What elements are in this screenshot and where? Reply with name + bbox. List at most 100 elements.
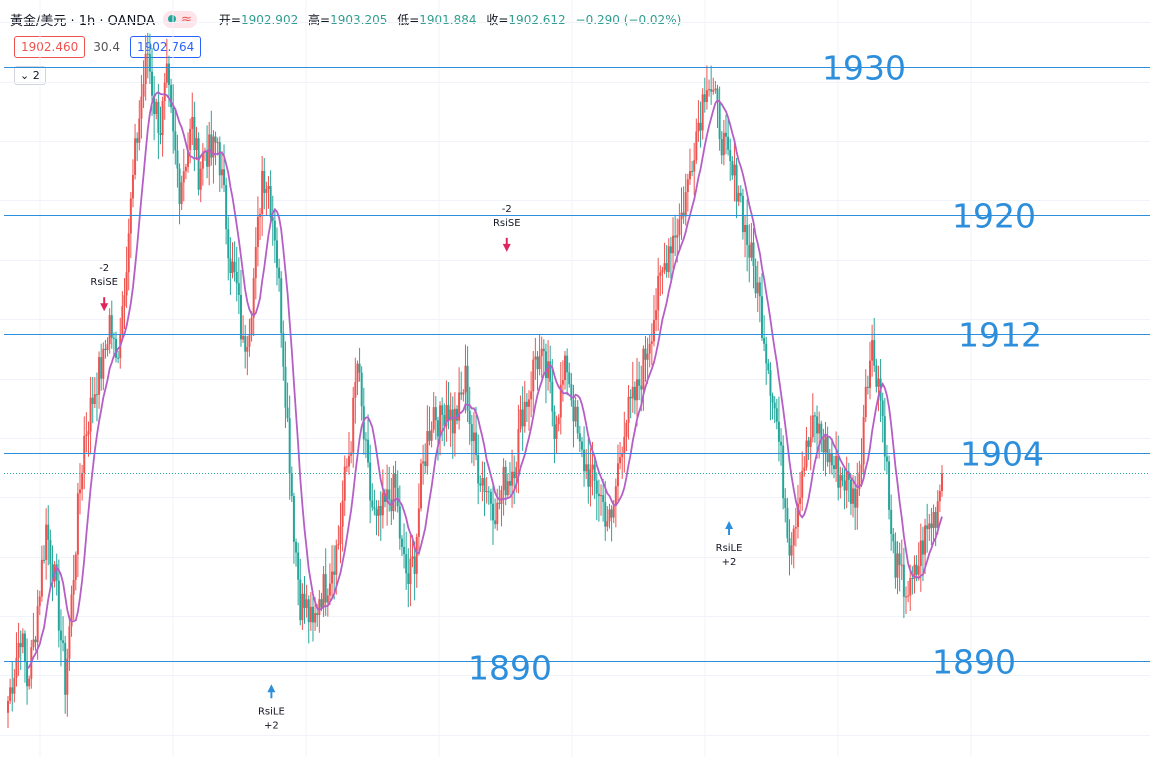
candle-body (87, 431, 90, 435)
candle-body (297, 552, 300, 580)
candle-body (43, 559, 46, 561)
candle-body (218, 142, 221, 176)
candle-body (142, 83, 145, 97)
candle-body (199, 168, 202, 190)
candle-body (64, 642, 67, 695)
signal-label: RsiLE (258, 706, 285, 717)
sell-arrow-icon (100, 303, 109, 312)
candle-body (324, 574, 327, 603)
buy-arrow-icon (267, 684, 276, 693)
candle-body (813, 415, 816, 417)
candle-body (888, 461, 891, 510)
candle-body (472, 432, 475, 442)
collapse-indicators-button[interactable]: ⌄ 2 (14, 66, 46, 85)
candle-body (191, 117, 194, 129)
candle-body (170, 84, 173, 108)
candle-body (515, 467, 518, 479)
candle-body (110, 315, 113, 338)
candle-body (331, 571, 334, 584)
candle-body (125, 272, 128, 296)
candle-body (333, 571, 336, 575)
candle-body (237, 283, 240, 295)
candle-body (206, 150, 209, 167)
signal-label: -2 (502, 204, 512, 215)
candle-body (720, 139, 723, 156)
candle-body (322, 574, 325, 608)
candle-body (508, 481, 511, 486)
candle-body (70, 594, 73, 627)
candle-body (566, 355, 569, 373)
candle-body (220, 169, 223, 176)
candle-body (28, 678, 31, 687)
candle-body (358, 363, 361, 373)
candle-body (750, 242, 753, 258)
candle-body (663, 263, 666, 271)
candle-body (593, 464, 596, 481)
candle-body (816, 416, 819, 434)
candle-body (792, 528, 795, 546)
candle-body (295, 542, 298, 553)
candle-body (161, 101, 164, 136)
candle-body (415, 536, 418, 574)
candle-body (612, 506, 615, 518)
candle-body (924, 525, 927, 555)
bid-price-button[interactable]: 1902.460 (14, 36, 86, 58)
candle-body (561, 380, 564, 385)
ask-price-button[interactable]: 1902.764 (129, 36, 202, 58)
candle-body (576, 406, 579, 434)
candle-body (824, 436, 827, 453)
candle-body (633, 386, 636, 401)
candle-body (19, 642, 22, 648)
candle-body (839, 475, 842, 488)
candle-body (801, 470, 804, 498)
candle-body (644, 348, 647, 360)
candle-body (339, 526, 342, 545)
candle-body (320, 599, 323, 608)
candle-body (462, 392, 465, 395)
candle-body (55, 564, 58, 581)
candle-body (856, 489, 859, 508)
candle-body (754, 265, 757, 294)
candle-body (578, 433, 581, 442)
candle-body (290, 473, 293, 497)
candle-body (176, 150, 179, 169)
candle-body (136, 138, 139, 143)
candle-body (112, 337, 115, 339)
candle-body (767, 363, 770, 371)
candle-body (95, 394, 98, 396)
candle-body (21, 633, 24, 648)
candle-body (591, 464, 594, 470)
candle-body (388, 489, 391, 500)
candle-body (665, 263, 668, 273)
candle-body (375, 509, 378, 516)
candle-body (674, 235, 677, 238)
candle-body (559, 384, 562, 418)
candle-body (714, 88, 717, 90)
candle-body (724, 132, 727, 137)
indicator-status-pill[interactable]: ≈ (162, 10, 197, 28)
candle-body (417, 508, 420, 537)
candle-body (148, 53, 151, 72)
candle-body (248, 335, 251, 347)
candle-body (763, 337, 766, 344)
symbol-title[interactable]: 黃金/美元 · 1h · OANDA (10, 13, 155, 29)
candle-body (477, 455, 480, 484)
candle-body (735, 164, 738, 202)
candle-body (748, 244, 751, 258)
candle-body (89, 397, 92, 432)
candle-body (83, 436, 86, 473)
candle-body (498, 502, 501, 504)
candle-body (13, 677, 16, 694)
level-label-1912: 1912 (958, 316, 1042, 355)
candle-body (354, 382, 357, 398)
candle-body (519, 409, 522, 430)
candle-body (144, 53, 147, 84)
signal-label: RsiSE (90, 277, 118, 288)
candle-body (57, 580, 60, 631)
candle-body (151, 71, 154, 96)
candle-body (231, 261, 234, 274)
candle-body (328, 583, 331, 596)
candle-body (695, 131, 698, 161)
candle-body (504, 466, 507, 496)
